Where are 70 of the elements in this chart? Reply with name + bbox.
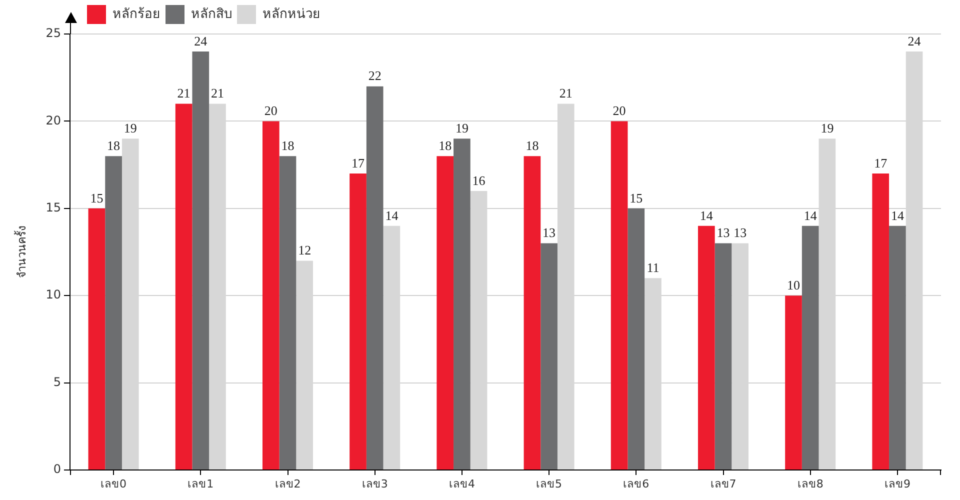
legend-label: หลักสิบ xyxy=(191,6,232,22)
data-label: 24 xyxy=(194,33,208,48)
data-label: 14 xyxy=(804,208,818,223)
bar xyxy=(436,156,454,470)
bar xyxy=(524,156,541,470)
legend-label: หลักร้อย xyxy=(112,6,160,22)
data-label: 21 xyxy=(559,86,572,101)
data-label: 20 xyxy=(264,103,278,118)
y-tick-label: 10 xyxy=(46,288,61,302)
x-tick-label: เลข0 xyxy=(100,477,127,490)
bar xyxy=(350,174,366,470)
bar xyxy=(889,226,906,470)
y-tick-label: 0 xyxy=(53,462,61,476)
bar xyxy=(802,226,819,470)
y-tick-label: 5 xyxy=(53,374,61,389)
bar xyxy=(540,243,558,470)
data-label: 18 xyxy=(526,138,539,153)
bar xyxy=(610,121,628,470)
x-tick-label: เลข5 xyxy=(536,477,562,490)
x-tick-label: เลข6 xyxy=(623,477,650,490)
x-tick-label: เลข3 xyxy=(362,477,388,490)
data-label: 14 xyxy=(890,208,904,223)
data-label: 17 xyxy=(874,155,888,170)
bar xyxy=(698,226,715,470)
bar xyxy=(872,174,890,470)
bar xyxy=(105,156,122,470)
x-tick-label: เลข7 xyxy=(710,477,736,490)
data-label: 21 xyxy=(177,86,190,101)
data-label: 14 xyxy=(700,208,714,223)
bar xyxy=(192,51,210,470)
bar xyxy=(88,208,106,470)
y-tick-label: 15 xyxy=(46,200,61,215)
bar xyxy=(366,86,384,470)
data-label: 19 xyxy=(820,120,834,136)
data-label: 13 xyxy=(734,225,747,240)
bar xyxy=(262,121,280,470)
x-tick-label: เลข2 xyxy=(274,477,301,490)
data-label: 14 xyxy=(385,208,399,223)
data-label: 16 xyxy=(472,172,486,188)
bar xyxy=(785,296,802,470)
data-label: 13 xyxy=(716,225,730,240)
data-label: 19 xyxy=(124,120,137,136)
data-label: 15 xyxy=(90,190,104,206)
bar xyxy=(175,104,192,470)
data-label: 17 xyxy=(352,155,366,170)
data-label: 24 xyxy=(908,33,922,48)
y-tick-label: 25 xyxy=(46,26,61,40)
data-label: 18 xyxy=(438,138,452,153)
data-label: 15 xyxy=(630,190,643,206)
data-label: 18 xyxy=(107,138,120,153)
x-tick-label: เลข9 xyxy=(884,477,910,490)
data-label: 19 xyxy=(455,120,468,136)
x-tick-label: เลข4 xyxy=(448,477,475,490)
data-label: 21 xyxy=(210,86,224,101)
data-label: 20 xyxy=(612,103,626,118)
y-axis-title: จำนวนครั้ง xyxy=(13,226,28,278)
bar xyxy=(714,243,732,470)
data-label: 11 xyxy=(646,260,660,276)
legend-label: หลักหน่วย xyxy=(262,6,320,22)
bar xyxy=(628,208,645,470)
data-label: 10 xyxy=(787,278,800,293)
x-tick-label: เลข1 xyxy=(188,477,214,490)
data-label: 22 xyxy=(368,68,382,84)
x-tick-label: เลข8 xyxy=(797,477,824,490)
data-label: 18 xyxy=(281,138,294,153)
y-tick-label: 20 xyxy=(46,113,61,128)
bar xyxy=(279,156,296,470)
bar xyxy=(454,138,470,470)
data-label: 13 xyxy=(542,225,556,240)
data-label: 12 xyxy=(298,242,312,258)
